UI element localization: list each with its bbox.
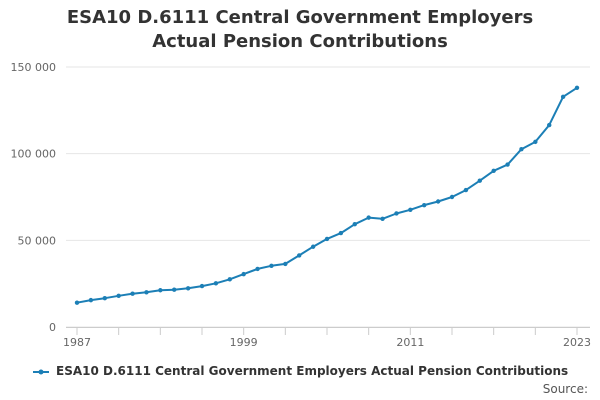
x-tick-label: 2011	[396, 336, 424, 349]
series-line	[76, 86, 578, 304]
data-point	[227, 277, 232, 282]
x-tick-label: 1999	[230, 336, 258, 349]
data-point	[547, 122, 552, 128]
data-point	[408, 207, 413, 213]
data-point	[144, 290, 149, 295]
data-point	[533, 139, 538, 145]
data-point	[130, 291, 135, 296]
y-tick-label: 100 000	[11, 148, 57, 161]
legend-label: ESA10 D.6111 Central Government Employer…	[56, 364, 569, 378]
data-point	[338, 230, 344, 236]
data-point	[310, 244, 316, 249]
data-point	[255, 266, 260, 272]
legend[interactable]: ESA10 D.6111 Central Government Employer…	[0, 364, 600, 378]
data-point	[213, 281, 219, 286]
data-point	[158, 288, 163, 293]
data-point	[435, 199, 441, 204]
chart-title: ESA10 D.6111 Central Government Employer…	[66, 7, 534, 52]
x-tick-label: 1987	[63, 336, 91, 349]
data-point	[352, 222, 357, 227]
data-point	[491, 168, 496, 174]
data-point	[241, 271, 246, 277]
data-point	[505, 162, 510, 167]
data-point	[519, 146, 524, 152]
data-point	[116, 293, 121, 298]
x-tick-label: 2023	[563, 336, 591, 349]
data-point	[172, 287, 177, 292]
data-point	[74, 300, 80, 305]
y-tick-label: 50 000	[18, 234, 57, 247]
y-tick-label: 0	[49, 321, 56, 334]
data-point	[394, 211, 399, 216]
data-point	[269, 263, 274, 269]
data-point	[380, 216, 385, 222]
y-tick-label: 150 000	[11, 61, 57, 74]
data-point	[574, 85, 580, 91]
data-point	[297, 253, 302, 258]
data-point	[283, 261, 288, 267]
data-point	[324, 236, 330, 242]
data-point	[422, 202, 427, 208]
data-point	[463, 187, 469, 193]
data-point	[185, 286, 191, 291]
data-point	[88, 297, 94, 303]
data-point	[366, 215, 371, 220]
data-point	[560, 94, 566, 100]
data-point	[477, 178, 482, 183]
data-point	[102, 296, 107, 301]
data-point	[449, 194, 455, 200]
legend-line-marker	[32, 369, 49, 374]
data-point	[199, 283, 205, 289]
source-label: Source:	[542, 382, 588, 396]
